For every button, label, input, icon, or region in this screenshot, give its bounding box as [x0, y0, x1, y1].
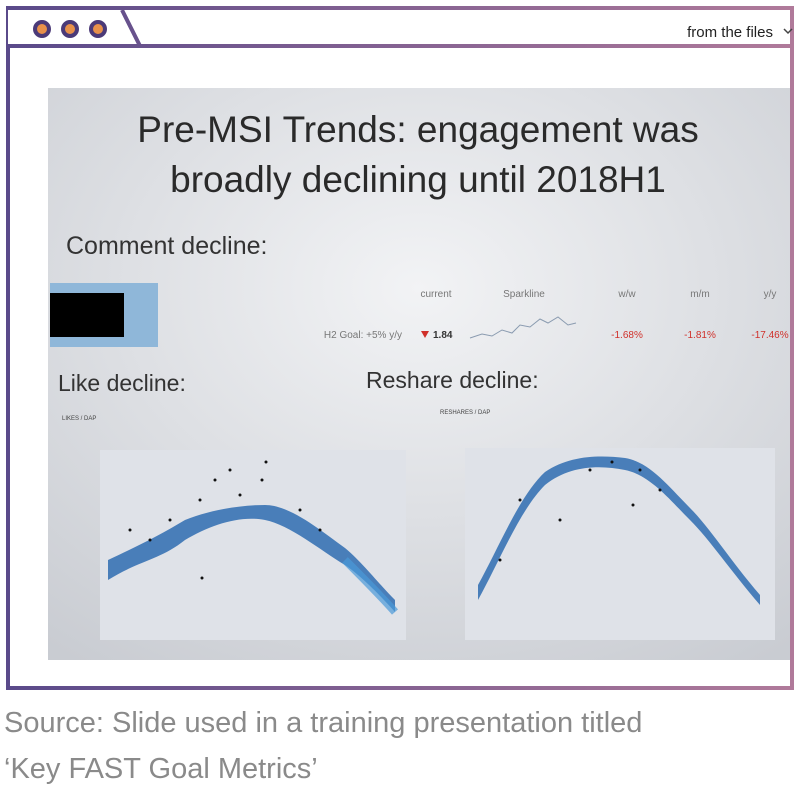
trend-band [108, 505, 395, 612]
change-value: -1.68% [611, 330, 643, 341]
window-dot [89, 20, 107, 38]
metric-header: y/y [764, 289, 777, 300]
scatter-points [128, 460, 322, 580]
sparkline [469, 316, 577, 339]
current-value: 1.84 [433, 330, 453, 341]
metric-header: Sparkline [503, 289, 545, 300]
chart-label: RESHARES / DAP [440, 410, 490, 416]
chart-panel [465, 448, 775, 640]
section-heading: Reshare decline: [366, 367, 539, 393]
change-value: -1.81% [684, 330, 716, 341]
trend-band [478, 456, 760, 605]
tab-label[interactable]: from the files [687, 24, 773, 41]
caption: Source: Slide used in a training present… [4, 707, 642, 739]
forecast-band [342, 557, 398, 615]
metric-header: m/m [690, 289, 709, 300]
slide-title: broadly declining until 2018H1 [170, 159, 666, 200]
window-dot [33, 20, 51, 38]
goal-label: H2 Goal: +5% y/y [324, 330, 402, 341]
chart-label: LIKES / DAP [62, 416, 96, 422]
section-heading: Comment decline: [66, 232, 267, 260]
change-value: -17.46% [751, 330, 788, 341]
dropdown-arrow[interactable] [783, 28, 793, 35]
metric-header: w/w [617, 289, 636, 300]
caption: ‘Key FAST Goal Metrics’ [4, 753, 318, 785]
redaction [50, 293, 124, 337]
metric-header: current [420, 289, 451, 300]
slide-title: Pre-MSI Trends: engagement was [137, 109, 698, 150]
window-dot [61, 20, 79, 38]
scatter-points [498, 460, 662, 562]
down-indicator [421, 331, 429, 338]
tab-edge [8, 9, 792, 48]
section-heading: Like decline: [58, 370, 186, 396]
